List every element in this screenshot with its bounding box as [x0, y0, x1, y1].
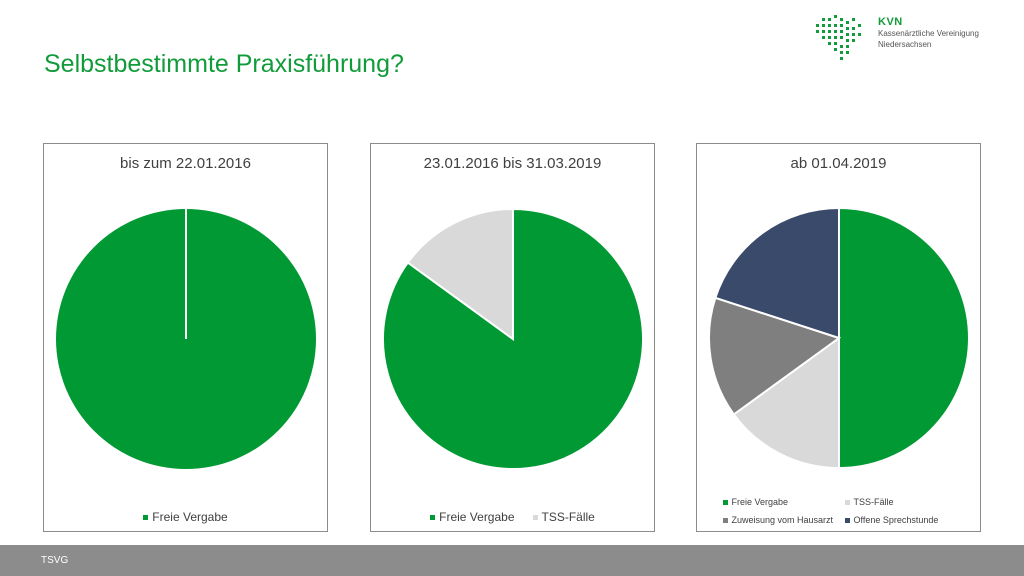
footer-bar: TSVG [0, 545, 1024, 576]
pie-slice-freie-vergabe [838, 206, 970, 470]
pie-slice-offene-sprechstunde [714, 206, 840, 340]
legend-label: Offene Sprechstunde [853, 515, 939, 525]
legend-swatch [532, 514, 538, 520]
legend-item-tss-faelle: TSS-Fälle [844, 497, 955, 507]
chart-title: bis zum 22.01.2016 [120, 155, 251, 172]
legend-label: Freie Vergabe [731, 497, 789, 507]
legend-swatch [143, 514, 149, 520]
legend-label: Zuweisung vom Hausarzt [731, 515, 834, 525]
chart-legend-1: Freie Vergabe [44, 510, 327, 524]
niedersachsen-map-icon [816, 15, 861, 60]
pie-chart-1 [56, 209, 316, 469]
chart-panel-3: ab 01.04.2019 Freie Vergabe TSS-Fälle Zuwe… [696, 143, 981, 532]
legend-label: Freie Vergabe [152, 510, 228, 524]
legend-item-offene-sprechstunde: Offene Sprechstunde [844, 515, 955, 525]
chart-legend-2: Freie Vergabe TSS-Fälle [371, 510, 654, 524]
chart-legend-3: Freie Vergabe TSS-Fälle Zuweisung vom Haus… [697, 497, 980, 525]
legend-item-freie-vergabe: Freie Vergabe [143, 510, 228, 524]
legend-label: TSS-Fälle [541, 510, 595, 524]
legend-label: TSS-Fälle [853, 497, 894, 507]
logo-abbreviation: KVN [878, 16, 903, 28]
page-title: Selbstbestimmte Praxisführung? [44, 50, 404, 78]
legend-swatch [722, 517, 728, 523]
legend-item-freie-vergabe: Freie Vergabe [722, 497, 845, 507]
logo-line-2: Niedersachsen [878, 40, 932, 49]
legend-item-freie-vergabe: Freie Vergabe [430, 510, 515, 524]
footer-label: TSVG [41, 555, 69, 566]
chart-panel-1: bis zum 22.01.2016 Freie Vergabe [43, 143, 328, 532]
logo-line-1: Kassenärztliche Vereinigung [878, 29, 979, 38]
pie-chart-3 [708, 206, 970, 470]
legend-swatch [844, 499, 850, 505]
chart-title: 23.01.2016 bis 31.03.2019 [423, 155, 602, 172]
legend-swatch [722, 499, 728, 505]
chart-title: ab 01.04.2019 [790, 155, 887, 172]
pie-slice-tss-faelle [732, 336, 840, 470]
legend-swatch [430, 514, 436, 520]
legend-item-tss-faelle: TSS-Fälle [532, 510, 595, 524]
legend-item-zuweisung-vom-hausarzt: Zuweisung vom Hausarzt [722, 515, 845, 525]
pie-chart-2 [382, 207, 644, 470]
kvn-logo: KVN Kassenärztliche Vereinigung Niedersa… [812, 14, 992, 66]
legend-swatch [844, 517, 850, 523]
pie-slice-tss-faelle [406, 207, 514, 341]
pie-slice-zuweisung-vom-hausarzt [708, 296, 842, 416]
legend-label: Freie Vergabe [439, 510, 515, 524]
chart-panel-2: 23.01.2016 bis 31.03.2019 Freie Vergabe T… [370, 143, 655, 532]
